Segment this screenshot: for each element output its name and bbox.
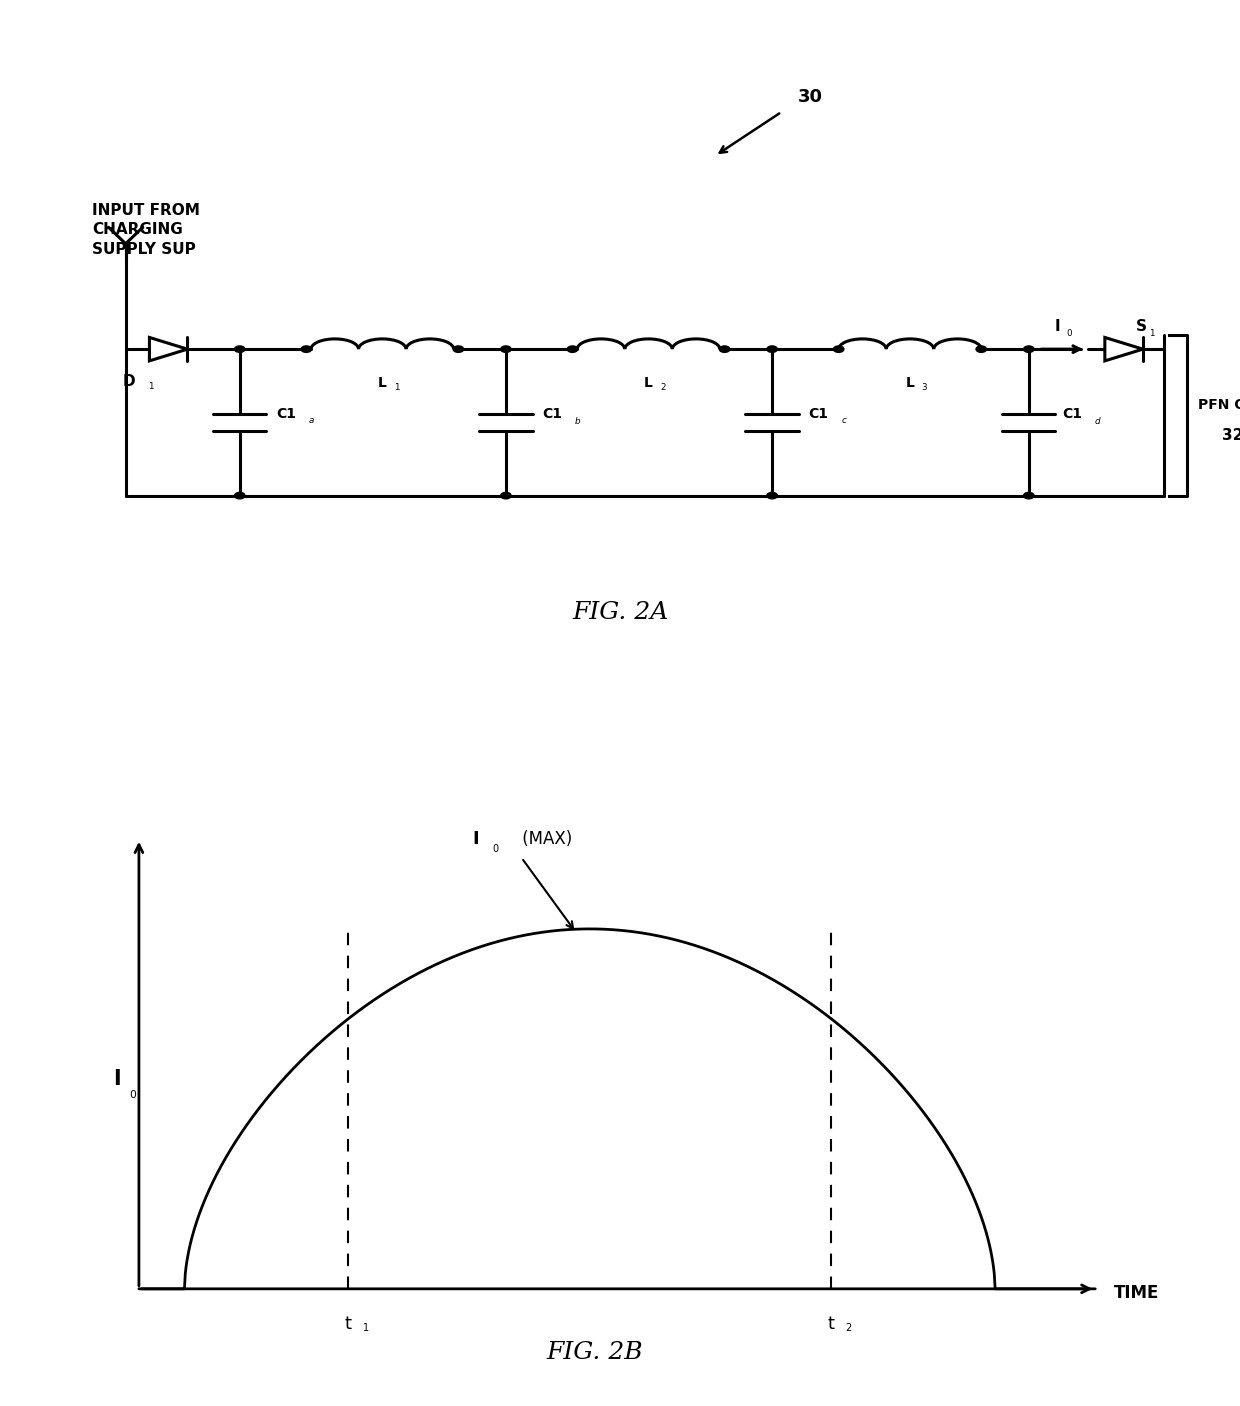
Circle shape: [766, 492, 777, 499]
Text: $_d$: $_d$: [1095, 413, 1102, 426]
Text: $_a$: $_a$: [309, 413, 315, 426]
Circle shape: [567, 346, 578, 353]
Text: $_0$: $_0$: [1066, 326, 1074, 339]
Text: $_1$: $_1$: [394, 380, 401, 392]
Text: $_c$: $_c$: [841, 413, 847, 426]
Text: $_b$: $_b$: [574, 413, 582, 426]
Circle shape: [301, 346, 311, 353]
Text: $_1$: $_1$: [148, 380, 155, 392]
Text: $_0$: $_0$: [129, 1087, 138, 1101]
Circle shape: [234, 346, 246, 353]
Text: I: I: [1054, 319, 1060, 335]
Text: L: L: [644, 375, 653, 389]
Text: INPUT FROM
CHARGING
SUPPLY SUP: INPUT FROM CHARGING SUPPLY SUP: [93, 202, 200, 257]
Circle shape: [1023, 346, 1034, 353]
Circle shape: [501, 492, 511, 499]
Text: (MAX): (MAX): [517, 830, 572, 848]
Text: $_0$: $_0$: [492, 841, 500, 855]
Text: C1: C1: [275, 406, 296, 420]
Text: C1: C1: [542, 406, 562, 420]
Text: $_2$: $_2$: [660, 380, 667, 392]
Text: S: S: [1136, 319, 1147, 335]
Text: FIG. 2A: FIG. 2A: [572, 602, 668, 624]
Text: I: I: [472, 830, 479, 848]
Text: t: t: [345, 1315, 352, 1333]
Circle shape: [234, 492, 246, 499]
Text: 32: 32: [1221, 427, 1240, 443]
Text: C1: C1: [808, 406, 828, 420]
Text: $_1$: $_1$: [362, 1320, 370, 1334]
Text: PFN OUTPUT: PFN OUTPUT: [1198, 398, 1240, 412]
Text: $_2$: $_2$: [844, 1320, 852, 1334]
Text: D: D: [123, 374, 135, 389]
Circle shape: [833, 346, 844, 353]
Text: $_1$: $_1$: [1149, 326, 1156, 339]
Text: I: I: [113, 1069, 120, 1088]
Text: t: t: [827, 1315, 835, 1333]
Text: C1: C1: [1063, 406, 1083, 420]
Circle shape: [976, 346, 987, 353]
Circle shape: [453, 346, 464, 353]
Text: FIG. 2B: FIG. 2B: [546, 1341, 642, 1364]
Circle shape: [766, 346, 777, 353]
Text: L: L: [378, 375, 387, 389]
Text: TIME: TIME: [1114, 1284, 1159, 1302]
Circle shape: [501, 346, 511, 353]
Text: L: L: [905, 375, 914, 389]
Circle shape: [719, 346, 730, 353]
Text: $_3$: $_3$: [921, 380, 929, 392]
Text: 30: 30: [797, 89, 822, 107]
Circle shape: [1023, 492, 1034, 499]
